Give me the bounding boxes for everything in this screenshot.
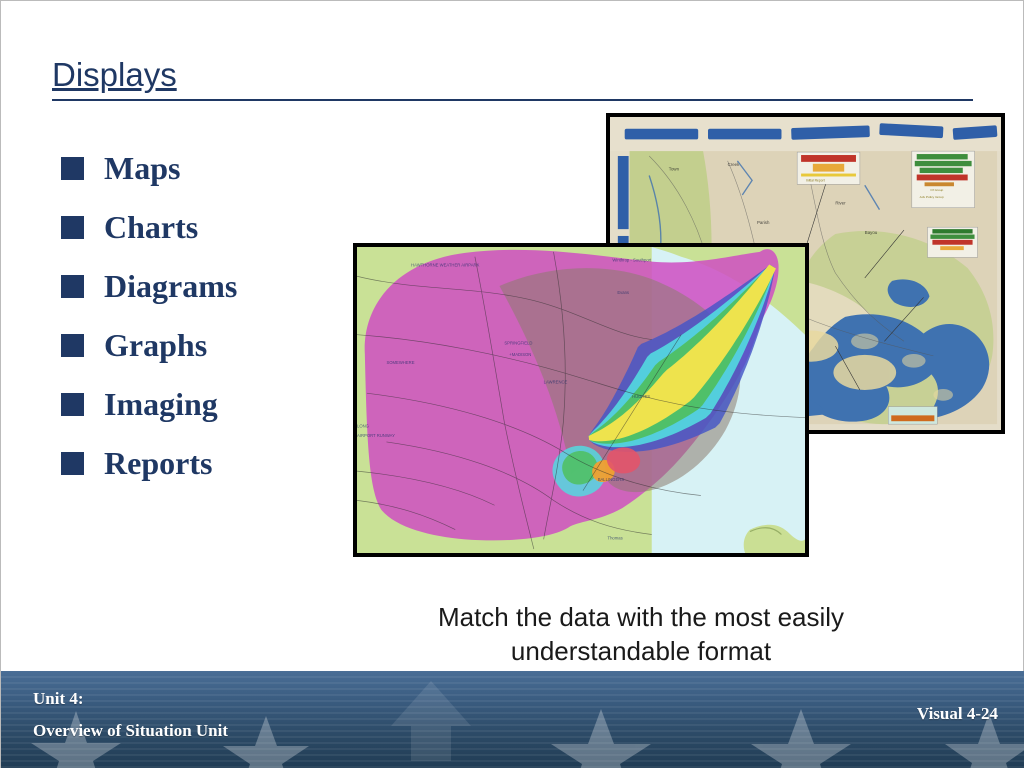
svg-text:Bayou: Bayou <box>865 230 878 235</box>
svg-text:Creek: Creek <box>728 162 741 167</box>
svg-text:LAWRENCE: LAWRENCE <box>544 379 568 384</box>
svg-text:SPRINGFIELD: SPRINGFIELD <box>504 340 532 345</box>
svg-text:Of Group: Of Group <box>930 188 943 192</box>
svg-text:LONG: LONG <box>357 423 369 428</box>
svg-text:+MADISON: +MADISON <box>509 352 531 357</box>
svg-text:SOMEWHERE: SOMEWHERE <box>386 360 414 365</box>
svg-text:Town: Town <box>669 167 680 172</box>
svg-text:River: River <box>835 201 846 206</box>
svg-text:Evans: Evans <box>617 290 629 295</box>
svg-text:AIRPORT RUNWAY: AIRPORT RUNWAY <box>357 433 395 438</box>
svg-text:Adv Policy Group: Adv Policy Group <box>920 195 944 199</box>
svg-text:Parish: Parish <box>757 220 770 225</box>
svg-text:Thomas: Thomas <box>608 535 623 540</box>
svg-text:HUGHES: HUGHES <box>632 394 650 399</box>
svg-text:BALLINGERS: BALLINGERS <box>598 477 625 482</box>
svg-text:Initial Report: Initial Report <box>806 178 825 182</box>
svg-text:HAWTHORNE WEATHER AIRPARK: HAWTHORNE WEATHER AIRPARK <box>411 263 480 268</box>
svg-text:Winthrop - Southport: Winthrop - Southport <box>612 258 652 263</box>
